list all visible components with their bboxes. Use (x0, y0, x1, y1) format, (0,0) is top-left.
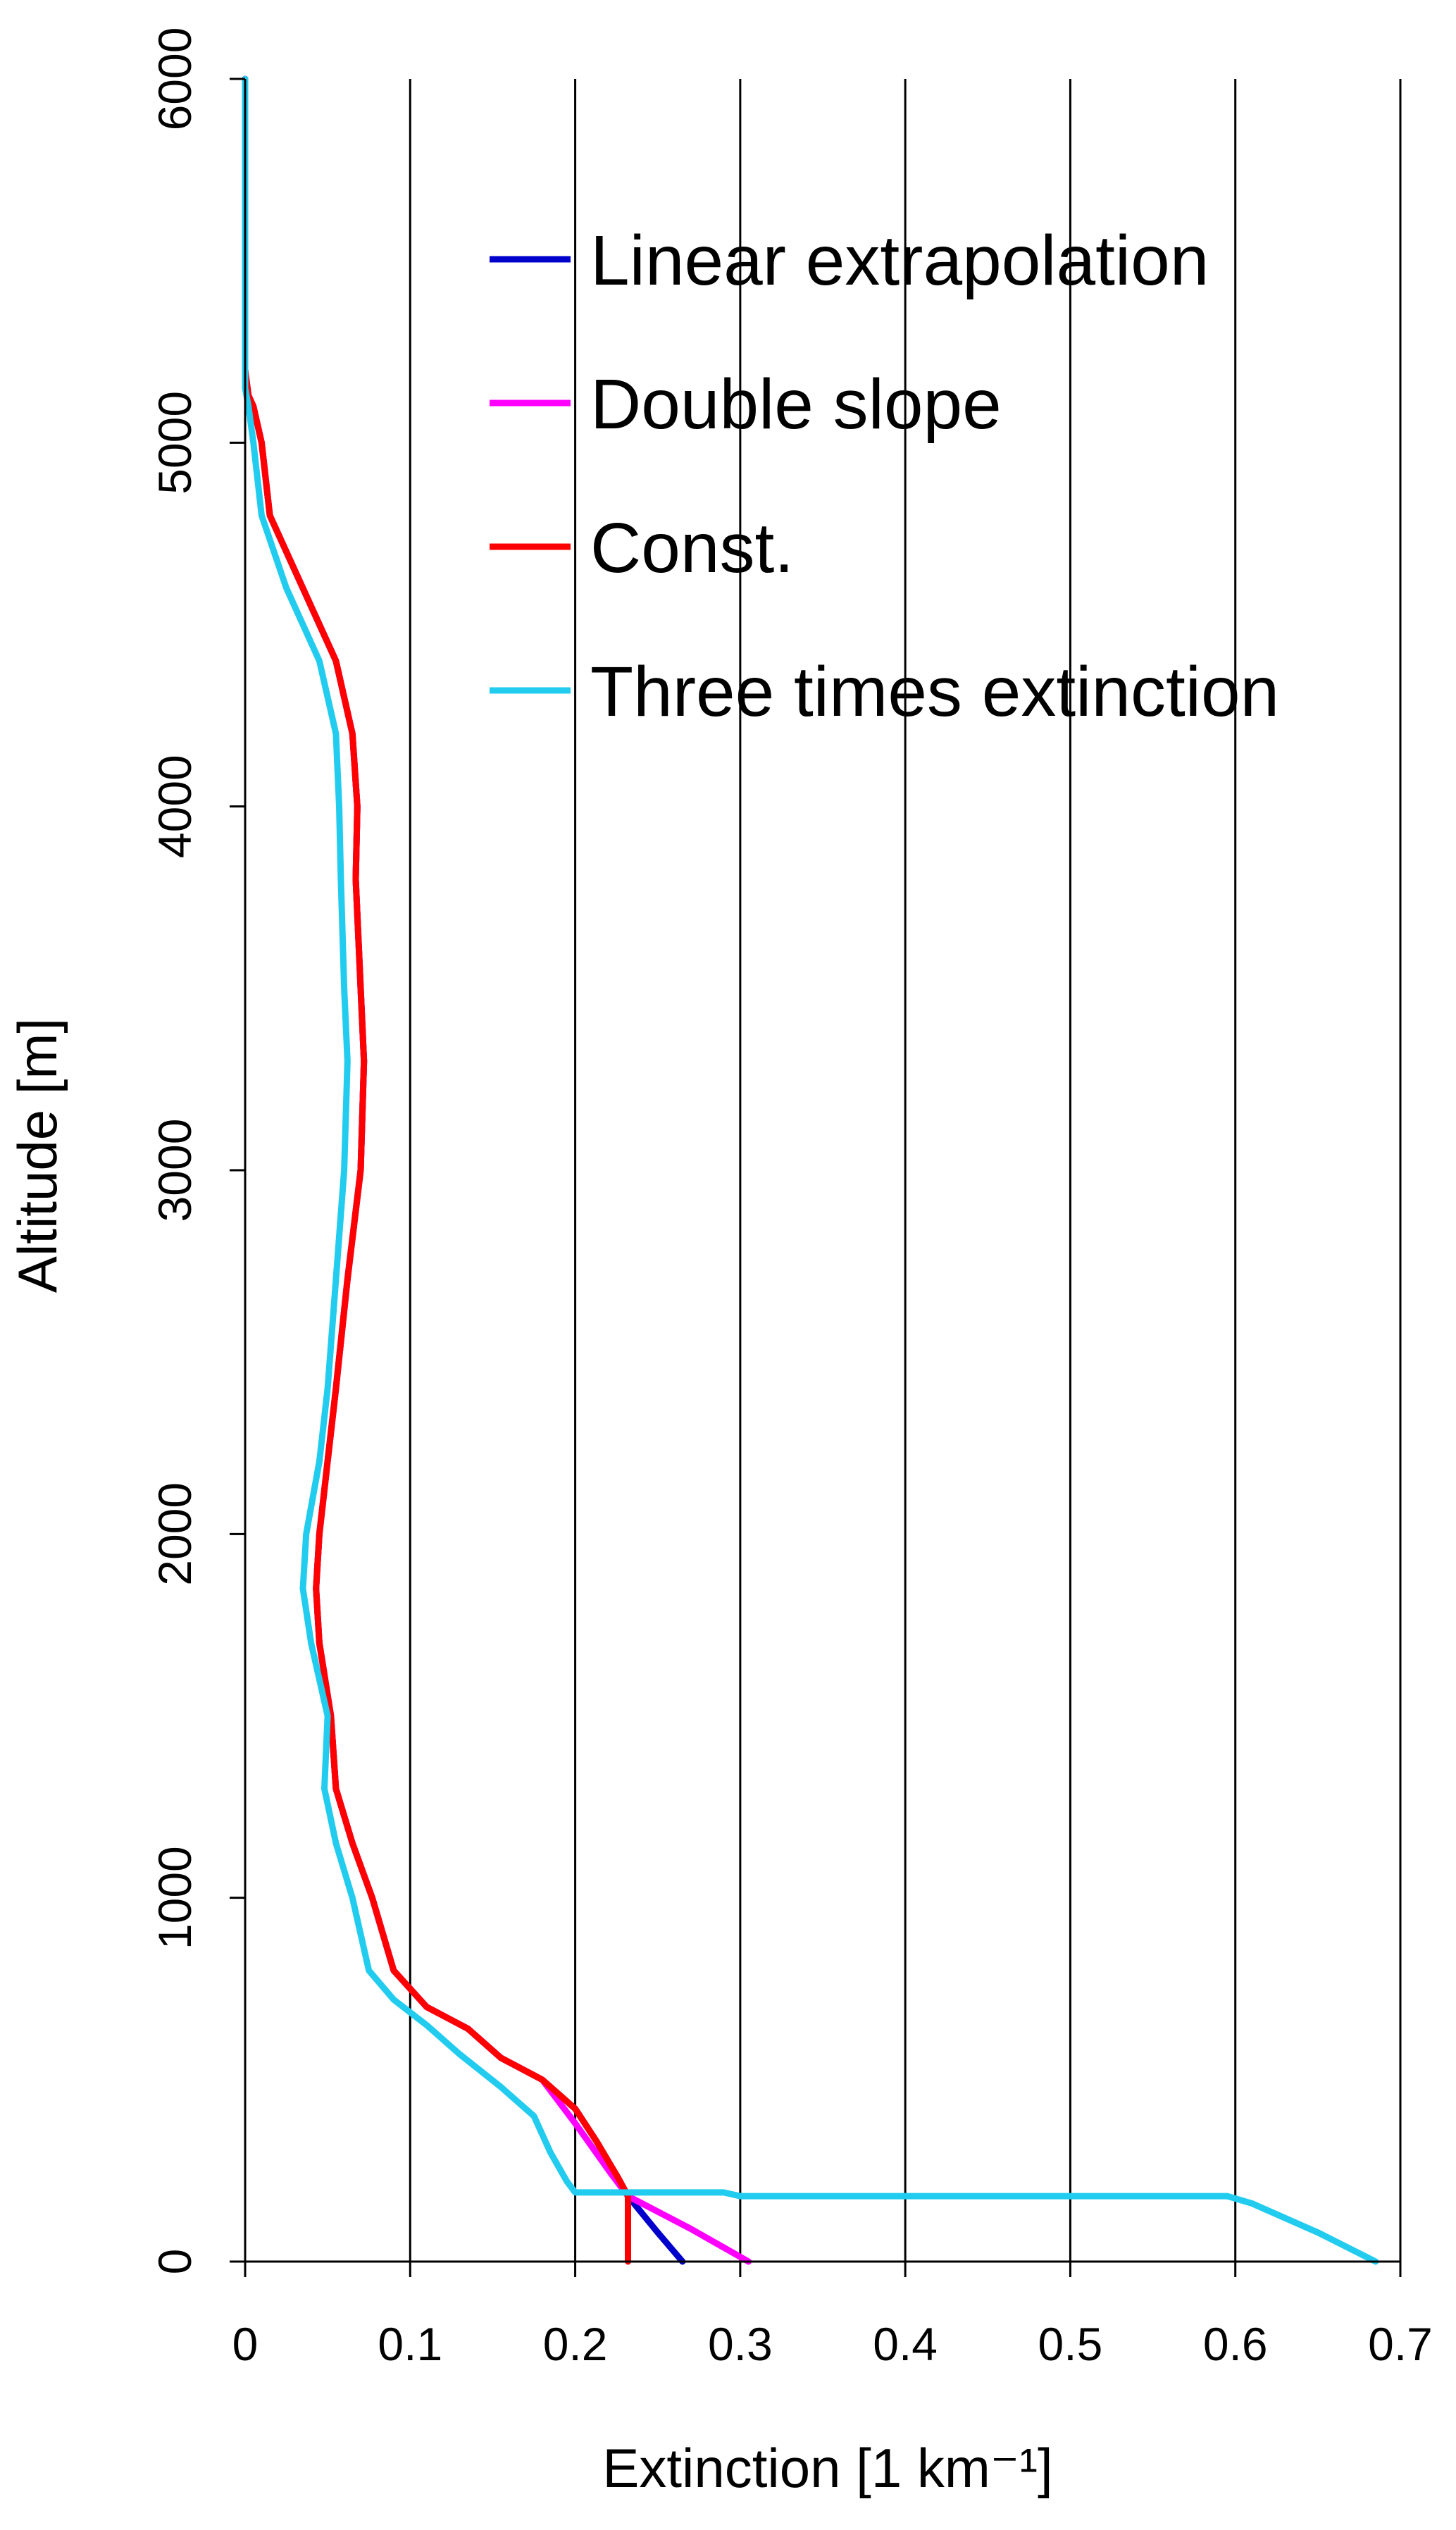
x-tick-label-2: 0.2 (543, 2318, 608, 2370)
x-tick-label-3: 0.3 (708, 2318, 773, 2370)
y-tick-label-0: 0 (149, 2249, 201, 2275)
legend-label-1: Double slope (590, 365, 1002, 444)
legend-label-3: Three times extinction (590, 652, 1279, 731)
x-tick-labels: 0 0.1 0.2 0.3 0.4 0.5 0.6 0.7 (232, 2318, 1433, 2370)
x-tick-label-5: 0.5 (1038, 2318, 1103, 2370)
x-tick-label-7: 0.7 (1368, 2318, 1433, 2370)
vertical-grid-lines (409, 79, 1402, 2262)
y-tick-label-4: 4000 (149, 755, 201, 858)
legend-label-0: Linear extrapolation (590, 221, 1209, 300)
x-axis-title: Extinction [1 km⁻¹] (602, 2437, 1052, 2499)
y-tick-label-5: 5000 (149, 391, 201, 495)
x-tick-label-6: 0.6 (1203, 2318, 1268, 2370)
series-lines (242, 75, 1379, 2265)
x-tick-label-4: 0.4 (873, 2318, 938, 2370)
x-tick-label-1: 0.1 (378, 2318, 442, 2370)
axes (230, 77, 1402, 2277)
series-line-2 (242, 75, 631, 2265)
x-tick-label-0: 0 (232, 2318, 259, 2370)
y-tick-label-3: 3000 (149, 1119, 201, 1222)
y-tick-labels: 0 1000 2000 3000 4000 5000 6000 (149, 27, 201, 2275)
legend-label-2: Const. (590, 509, 794, 588)
legend: Linear extrapolation Double slope Const. Th… (490, 221, 1279, 731)
y-axis-title: Altitude [m] (6, 1018, 68, 1293)
series-line-3 (242, 75, 1379, 2265)
y-tick-label-2: 2000 (149, 1482, 201, 1586)
y-tick-label-1: 1000 (149, 1846, 201, 1949)
y-tick-label-6: 6000 (149, 27, 201, 131)
